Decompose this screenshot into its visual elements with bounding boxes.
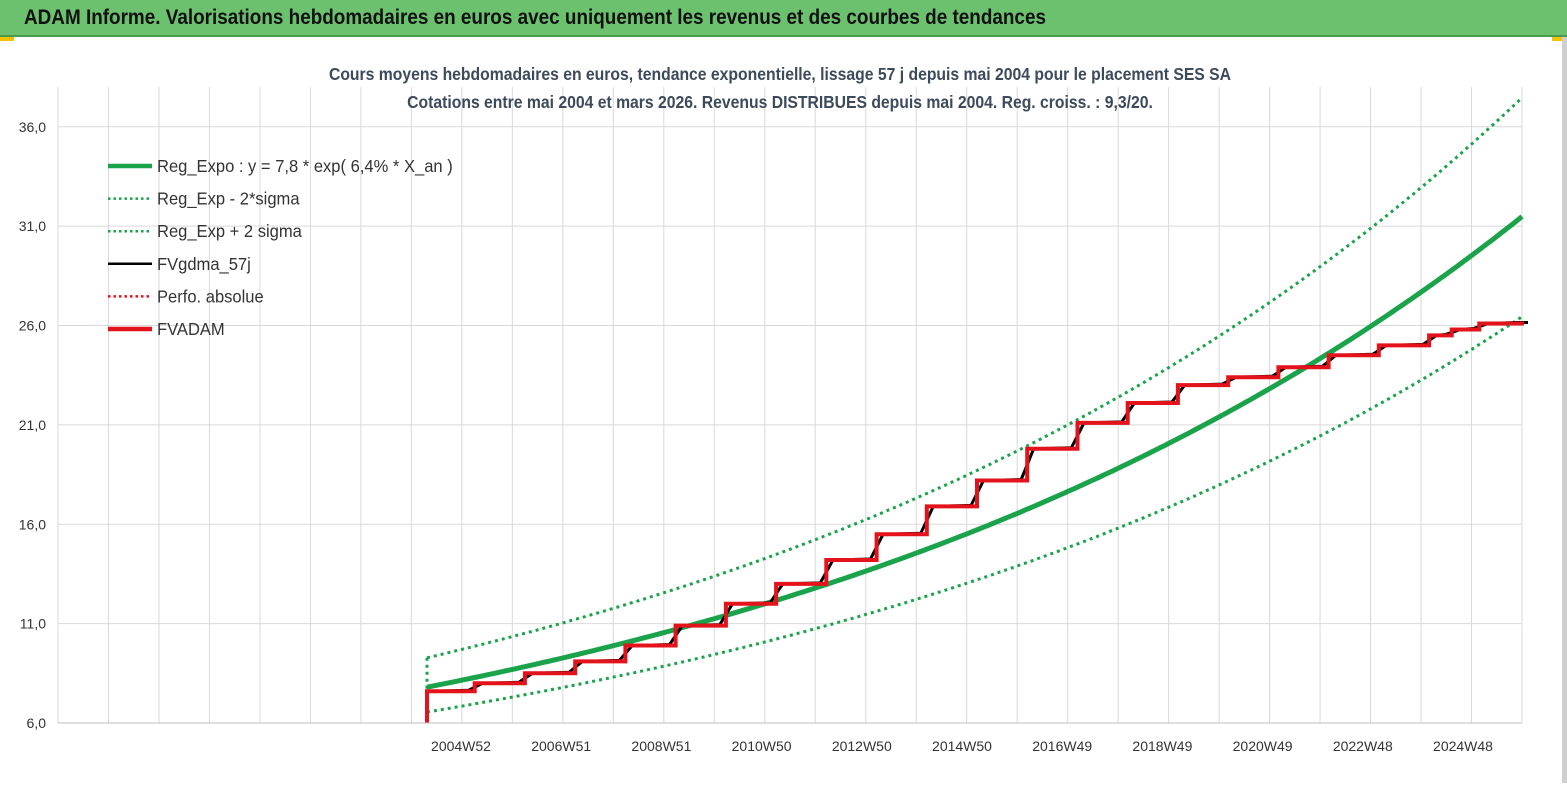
x-tick-label: 2022W48 <box>1333 738 1393 754</box>
corner-mark-right <box>1552 37 1567 41</box>
x-tick-label: 2014W50 <box>932 738 992 754</box>
legend-entry: Perfo. absolue <box>157 286 264 307</box>
legend-entry: Reg_Exp + 2 sigma <box>157 221 302 242</box>
x-tick-label: 2008W51 <box>631 738 691 754</box>
x-tick-label: 2024W48 <box>1433 738 1493 754</box>
y-tick-label: 16,0 <box>19 516 46 532</box>
y-tick-label: 6,0 <box>27 715 47 731</box>
series-fvadam <box>425 321 1524 723</box>
y-tick-label: 21,0 <box>19 417 46 433</box>
axis-layer: 6,0 11,0 16,0 21,0 26,0 31,0 36,0 2004W52 2006W5… <box>19 119 1522 754</box>
x-tick-label: 2016W49 <box>1032 738 1092 754</box>
legend-entry: FVADAM <box>157 318 225 339</box>
series-fvgdma-57j <box>434 321 1528 693</box>
legend-entry: FVgdma_57j <box>157 253 251 274</box>
series-layer <box>425 96 1528 723</box>
page-title: ADAM Informe. Valorisations hebdomadaire… <box>24 6 1046 29</box>
series-lower-band <box>426 315 1523 714</box>
series-upper-band <box>426 96 1524 660</box>
y-tick-label: 11,0 <box>20 616 46 632</box>
corner-mark-left <box>0 37 14 41</box>
legend-entry: Reg_Expo : y = 7,8 * exp( 6,4% * X_an ) <box>157 155 453 176</box>
legend-entry: Reg_Exp - 2*sigma <box>157 188 300 209</box>
chart-area: Cours moyens hebdomadaires en euros, ten… <box>0 37 1567 783</box>
chart-subtitle: Cotations entre mai 2004 et mars 2026. R… <box>407 92 1153 112</box>
chart-title: Cours moyens hebdomadaires en euros, ten… <box>329 64 1231 84</box>
x-tick-label: 2006W51 <box>531 738 591 754</box>
series-reg-expo <box>426 214 1524 690</box>
x-tick-label: 2004W52 <box>431 738 491 754</box>
x-tick-label: 2010W50 <box>732 738 792 754</box>
y-tick-label: 31,0 <box>19 218 46 234</box>
x-tick-label: 2012W50 <box>832 738 892 754</box>
legend: Reg_Expo : y = 7,8 * exp( 6,4% * X_an ) R… <box>108 155 453 339</box>
y-tick-label: 26,0 <box>19 318 46 334</box>
chart-svg: Cours moyens hebdomadaires en euros, ten… <box>19 64 1528 754</box>
x-tick-label: 2020W49 <box>1233 738 1293 754</box>
header-banner: ADAM Informe. Valorisations hebdomadaire… <box>0 0 1567 37</box>
y-tick-label: 36,0 <box>19 119 46 135</box>
x-tick-label: 2018W49 <box>1132 738 1192 754</box>
corner-mark-right-edge <box>1562 37 1567 783</box>
grid-layer <box>57 87 1523 724</box>
